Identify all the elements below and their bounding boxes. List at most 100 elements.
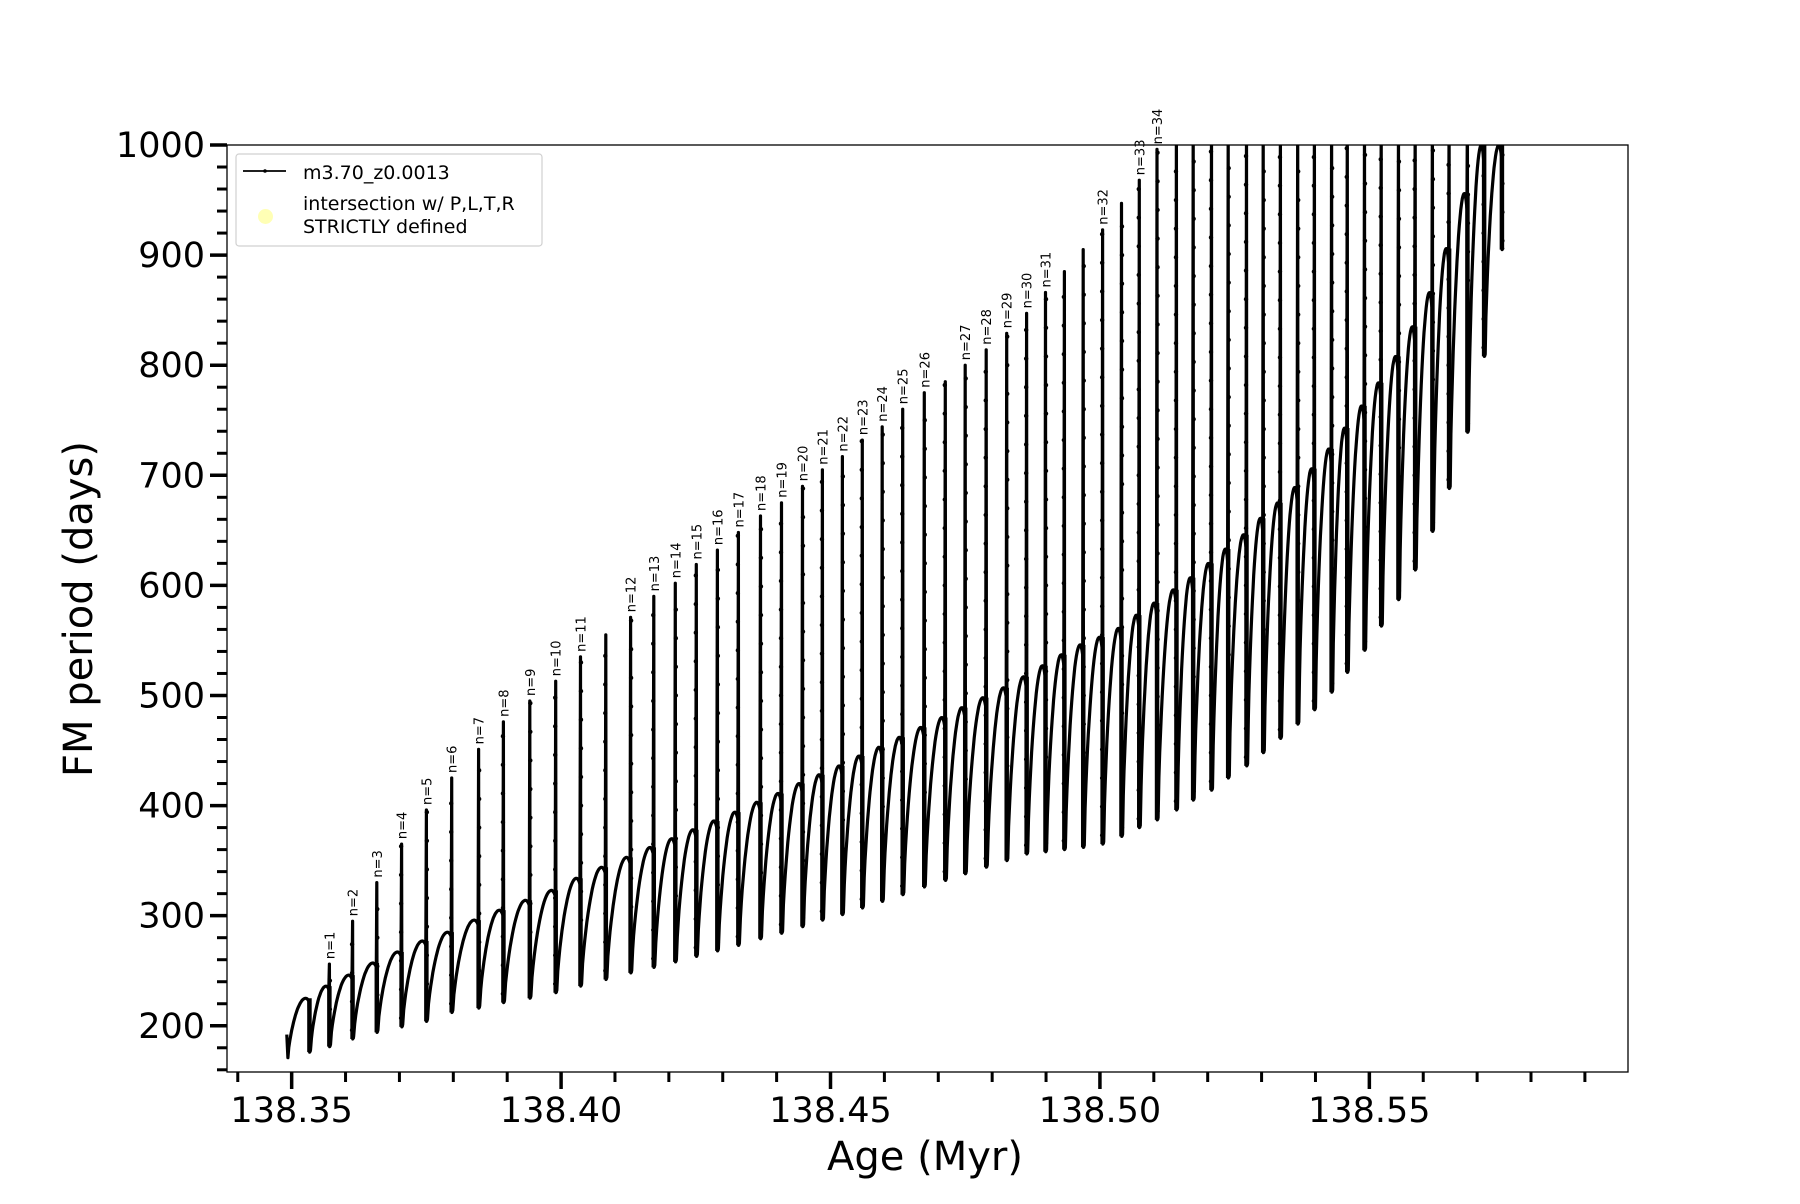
- spike-marker: [651, 784, 656, 790]
- spike-marker: [1226, 394, 1231, 400]
- spike-marker: [1173, 226, 1179, 231]
- spike-marker: [1412, 215, 1417, 220]
- spike-marker: [1023, 585, 1029, 590]
- spike-marker: [1329, 366, 1335, 371]
- spike-marker: [1155, 265, 1160, 270]
- y-axis-label: FM period (days): [56, 441, 102, 777]
- spike-marker: [778, 550, 784, 555]
- spike-marker: [1344, 317, 1349, 323]
- spike-marker: [1043, 382, 1049, 388]
- spike-marker: [942, 697, 947, 703]
- spike-marker: [1061, 409, 1067, 414]
- spike-marker: [1311, 355, 1317, 360]
- spike-marker: [1061, 323, 1067, 328]
- spike-marker: [1043, 640, 1049, 645]
- spike-marker: [840, 531, 846, 536]
- spike-marker: [1243, 525, 1249, 531]
- spike-marker: [651, 841, 656, 847]
- spike-marker: [1136, 215, 1141, 220]
- spike-marker: [1277, 383, 1283, 389]
- spike-marker: [1023, 356, 1029, 361]
- spike-marker: [1295, 283, 1301, 289]
- spike-marker: [1155, 179, 1160, 184]
- spike-marker: [1446, 219, 1451, 225]
- spike-marker: [1119, 338, 1125, 344]
- spike-marker: [603, 825, 608, 830]
- spike-marker: [1005, 420, 1010, 425]
- spike-marker: [552, 724, 558, 729]
- spike-marker: [1378, 242, 1383, 248]
- spike-marker: [500, 734, 506, 739]
- pulse-label: n=21: [816, 429, 831, 465]
- spike-marker: [840, 674, 846, 679]
- spike-marker: [922, 446, 927, 452]
- spike-marker: [578, 803, 584, 808]
- spike-marker: [578, 688, 584, 694]
- x-axis: 138.35 138.40 138.45 138.50 138.55: [230, 1072, 1587, 1131]
- spike-marker: [963, 633, 968, 639]
- spike-marker: [758, 756, 764, 761]
- spike-marker: [1208, 378, 1214, 383]
- spike-marker: [900, 454, 905, 459]
- spike-marker: [778, 521, 784, 526]
- spike-marker: [1396, 302, 1402, 307]
- spike-marker: [963, 404, 968, 410]
- spike-marker: [1311, 212, 1317, 217]
- pulse-label: n=12: [625, 577, 640, 613]
- spike-marker: [1208, 178, 1214, 183]
- spike-marker: [603, 682, 608, 687]
- spike-marker: [880, 632, 885, 638]
- spike-marker: [1119, 252, 1125, 258]
- spike-marker: [398, 872, 404, 878]
- spike-marker: [1061, 552, 1067, 557]
- spike-marker: [735, 762, 741, 768]
- spike-marker: [1005, 620, 1010, 626]
- pulse-label: n=1: [323, 932, 338, 959]
- spike-marker: [1005, 563, 1010, 568]
- spike-marker: [1208, 321, 1214, 326]
- spike-marker: [900, 597, 905, 602]
- spike-marker: [448, 858, 454, 863]
- spike-marker: [840, 760, 846, 765]
- spike-marker: [1155, 379, 1160, 384]
- spike-marker: [1261, 197, 1266, 203]
- spike-marker: [900, 711, 905, 717]
- spike-marker: [349, 942, 355, 947]
- spike-marker: [1061, 437, 1067, 443]
- legend-label-series: m3.70_z0.0013: [303, 162, 450, 184]
- spike-marker: [1191, 531, 1196, 536]
- spike-marker: [1099, 575, 1105, 580]
- pulse-label: n=30: [1021, 273, 1036, 309]
- spike-marker: [1362, 324, 1368, 329]
- spike-marker: [693, 630, 699, 635]
- spike-marker: [758, 527, 764, 532]
- spike-marker: [1023, 528, 1029, 533]
- spike-marker: [424, 924, 430, 929]
- spike-marker: [1344, 375, 1349, 380]
- spike-marker: [673, 779, 679, 784]
- spike-marker: [1243, 153, 1249, 159]
- spike-marker: [578, 831, 584, 837]
- x-tick-label: 138.50: [1039, 1091, 1161, 1131]
- spike-marker: [1311, 269, 1317, 274]
- spike-marker: [651, 813, 656, 818]
- spike-marker: [1061, 294, 1067, 300]
- spike-marker: [693, 802, 699, 807]
- spike-marker: [1155, 579, 1160, 585]
- spike-marker: [528, 786, 533, 792]
- spike-marker: [735, 533, 741, 539]
- spike-marker: [1226, 194, 1231, 199]
- spike-marker: [1295, 484, 1301, 489]
- spike-marker: [628, 790, 634, 795]
- spike-marker: [1099, 632, 1105, 638]
- spike-marker: [578, 774, 584, 780]
- spike-marker: [1226, 251, 1231, 257]
- spike-marker: [1043, 468, 1049, 474]
- spike-marker: [880, 661, 885, 666]
- spike-marker: [1119, 481, 1125, 487]
- spike-marker: [1261, 283, 1266, 289]
- spike-marker: [715, 682, 721, 687]
- pulse-label: n=8: [497, 689, 512, 716]
- spike-marker: [840, 588, 846, 594]
- spike-marker: [819, 765, 825, 771]
